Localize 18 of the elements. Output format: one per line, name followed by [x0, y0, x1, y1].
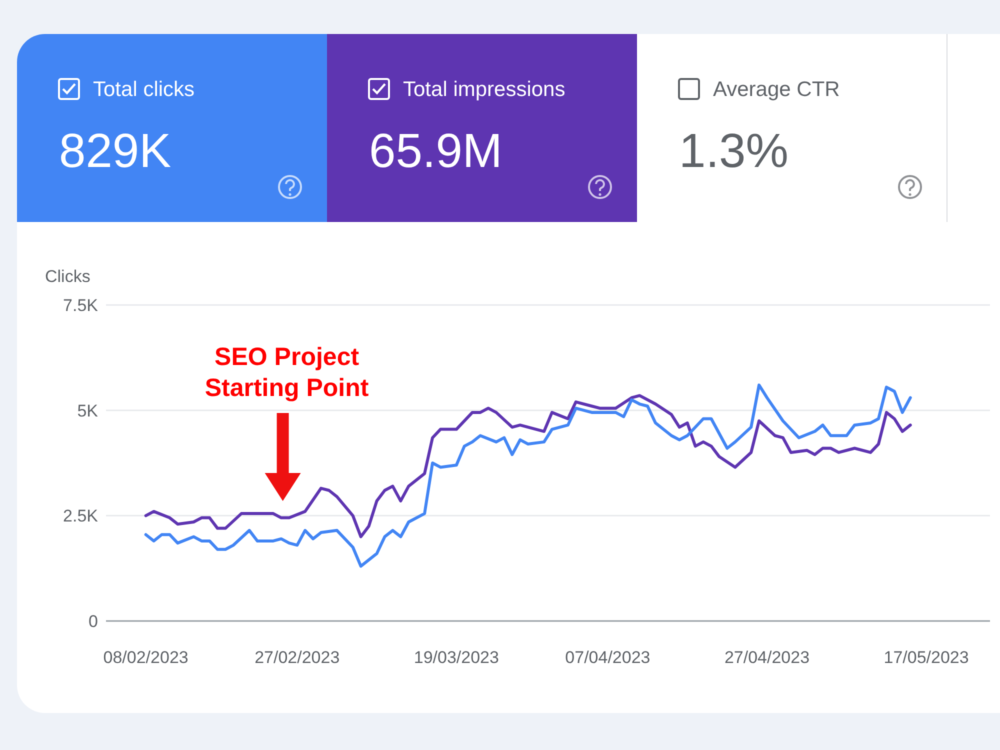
y-tick-label: 0: [88, 612, 98, 631]
x-tick-label: 07/04/2023: [565, 648, 650, 667]
x-tick-label: 19/03/2023: [414, 648, 499, 667]
y-tick-label: 5K: [77, 401, 99, 420]
y-axis-title: Clicks: [45, 267, 90, 286]
x-tick-label: 17/05/2023: [884, 648, 969, 667]
text: 65.9M: [369, 125, 502, 178]
category-label: Total impressions: [403, 78, 566, 101]
text: 829K: [59, 125, 172, 178]
text: 1.3%: [679, 125, 788, 178]
annotation: SEO Project Starting Point: [204, 343, 370, 402]
x-tick-label: 27/04/2023: [724, 648, 810, 667]
y-tick-label: 2.5K: [63, 506, 99, 526]
x-tick-label: 08/02/2023: [103, 648, 188, 667]
y-tick-label: 7.5K: [63, 296, 99, 315]
category-label: Average CTR: [713, 78, 840, 101]
x-tick-label: 27/02/2023: [254, 648, 340, 667]
category-label: Total clicks: [93, 78, 195, 101]
